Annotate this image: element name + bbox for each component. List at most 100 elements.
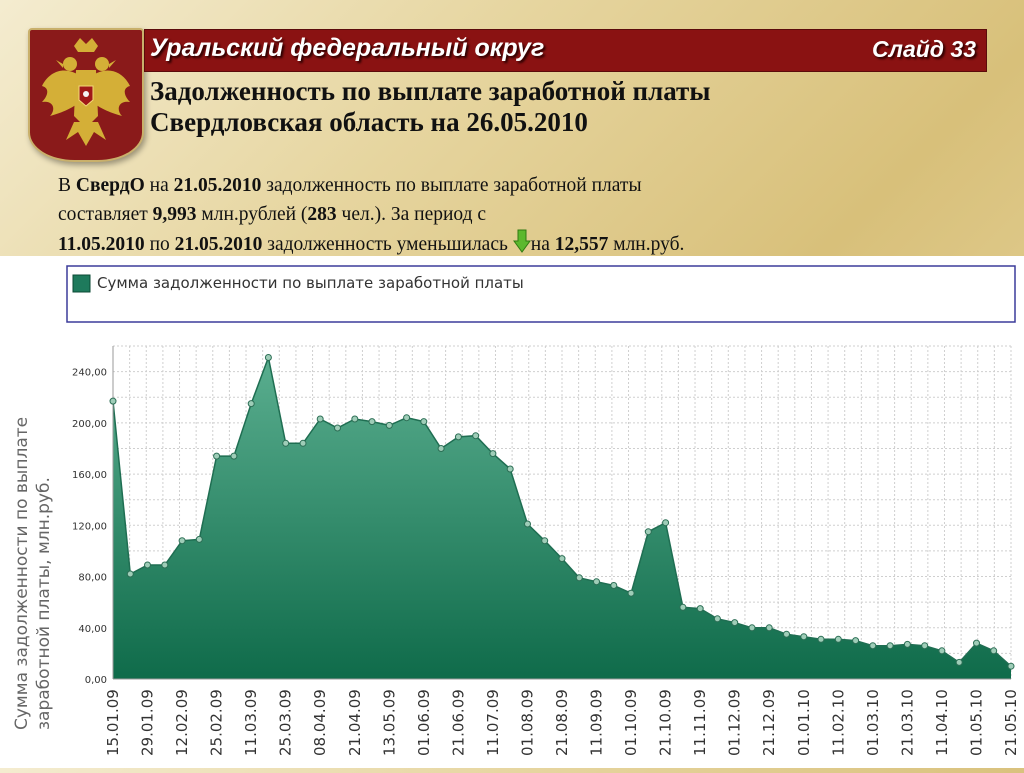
data-point xyxy=(817,635,825,643)
data-point xyxy=(610,582,618,589)
debt-chart-panel: Сумма задолженности по выплате заработно… xyxy=(0,256,1024,768)
data-point xyxy=(126,570,134,578)
summary-amount: 9,993 xyxy=(152,203,197,225)
x-tick-label: 11.11.09 xyxy=(691,689,709,756)
data-point xyxy=(973,639,980,647)
series-area xyxy=(113,357,1011,679)
data-point xyxy=(264,354,272,361)
x-tick-label: 21.03.10 xyxy=(898,689,916,756)
legend-swatch xyxy=(72,274,91,293)
x-tick-label: 01.10.09 xyxy=(622,689,640,756)
x-tick-label: 21.05.10 xyxy=(1002,689,1020,756)
x-tick-label: 29.01.09 xyxy=(139,689,157,756)
summary-period-to: 21.05.2010 xyxy=(174,234,263,255)
data-point xyxy=(800,633,808,641)
data-point xyxy=(662,519,670,527)
x-tick-label: 21.06.09 xyxy=(449,689,467,756)
data-point xyxy=(437,445,445,452)
data-point xyxy=(524,520,531,528)
x-tick-label: 08.04.09 xyxy=(311,689,329,756)
y-tick-label: 200,00 xyxy=(72,419,107,430)
summary-text: на xyxy=(530,234,555,255)
x-tick-label: 11.09.09 xyxy=(588,689,606,756)
data-point xyxy=(731,619,739,627)
data-point xyxy=(903,640,911,648)
data-point xyxy=(299,439,307,447)
data-point xyxy=(178,537,186,545)
data-point xyxy=(869,642,877,650)
x-tick-label: 25.02.09 xyxy=(208,689,226,756)
data-point xyxy=(834,635,842,643)
data-point xyxy=(783,630,790,638)
data-point xyxy=(161,561,169,569)
summary-line-2: составляет 9,993 млн.рублей (283 чел.). … xyxy=(58,201,958,230)
data-point xyxy=(454,433,462,441)
data-point xyxy=(748,624,756,632)
data-point xyxy=(765,624,773,632)
summary-text: задолженность по выплате заработной плат… xyxy=(261,175,642,196)
x-tick-label: 15.01.09 xyxy=(104,689,122,756)
x-tick-label: 12.02.09 xyxy=(173,689,191,756)
x-tick-label: 21.04.09 xyxy=(346,689,364,756)
summary-region: СвердО xyxy=(75,175,145,196)
page-title-line-1: Задолженность по выплате заработной плат… xyxy=(150,76,711,106)
data-point xyxy=(351,415,359,423)
summary-people: 283 xyxy=(307,203,337,225)
summary-text: чел.). За период с xyxy=(336,203,487,225)
legend-label: Сумма задолженности по выплате заработно… xyxy=(97,274,524,292)
x-tick-label: 25.03.09 xyxy=(277,689,295,756)
data-point xyxy=(696,605,704,613)
y-tick-label: 160,00 xyxy=(72,470,107,481)
data-point xyxy=(558,555,566,563)
data-point xyxy=(1007,662,1015,670)
data-point xyxy=(368,418,376,426)
summary-line-1: В СвердО на 21.05.2010 задолженность по … xyxy=(58,172,958,201)
x-tick-label: 11.07.09 xyxy=(484,689,502,756)
data-point xyxy=(334,424,341,432)
x-tick-label: 13.05.09 xyxy=(380,689,398,756)
data-point xyxy=(679,603,687,611)
slide-number: Слайд 33 xyxy=(872,36,976,62)
x-tick-label: 01.06.09 xyxy=(415,689,433,756)
coat-of-arms-emblem xyxy=(28,28,144,162)
summary-text: на xyxy=(144,175,174,196)
x-tick-label: 01.08.09 xyxy=(518,689,536,756)
double-headed-eagle-icon xyxy=(42,38,130,146)
data-point xyxy=(627,589,635,597)
data-point xyxy=(403,414,411,422)
data-point xyxy=(593,578,600,586)
debt-summary-text: В СвердО на 21.05.2010 задолженность по … xyxy=(58,172,958,263)
data-point xyxy=(213,452,221,460)
page-title: Задолженность по выплате заработной плат… xyxy=(150,76,710,138)
y-tick-label: 0,00 xyxy=(85,675,107,686)
summary-text: составляет xyxy=(58,203,153,225)
data-point xyxy=(886,642,894,650)
summary-date: 21.05.2010 xyxy=(173,175,262,196)
y-tick-label: 80,00 xyxy=(78,573,107,584)
summary-text: В xyxy=(58,175,76,196)
summary-text: млн.руб. xyxy=(608,234,685,255)
x-tick-label: 01.03.10 xyxy=(864,689,882,756)
x-tick-label: 11.03.09 xyxy=(242,689,260,756)
data-point xyxy=(489,450,497,458)
data-point xyxy=(575,574,583,582)
green-down-arrow-icon xyxy=(512,229,531,263)
data-point xyxy=(713,615,721,623)
data-point xyxy=(644,528,652,536)
x-tick-label: 21.08.09 xyxy=(553,689,571,756)
data-point xyxy=(109,397,117,405)
debt-area-chart: Сумма задолженности по выплате заработно… xyxy=(12,265,1020,756)
data-point xyxy=(316,415,324,423)
header-bar xyxy=(144,29,987,72)
page-title-line-2: Свердловская область на 26.05.2010 xyxy=(150,107,588,137)
data-point xyxy=(921,642,929,650)
data-point xyxy=(852,637,860,645)
data-point xyxy=(247,400,255,408)
data-point xyxy=(420,418,428,426)
region-title: Уральский федеральный округ xyxy=(150,34,545,62)
summary-text: по xyxy=(144,234,175,255)
data-point xyxy=(195,535,203,543)
y-tick-label: 40,00 xyxy=(78,624,107,635)
data-point xyxy=(144,561,151,569)
data-point xyxy=(955,658,963,666)
